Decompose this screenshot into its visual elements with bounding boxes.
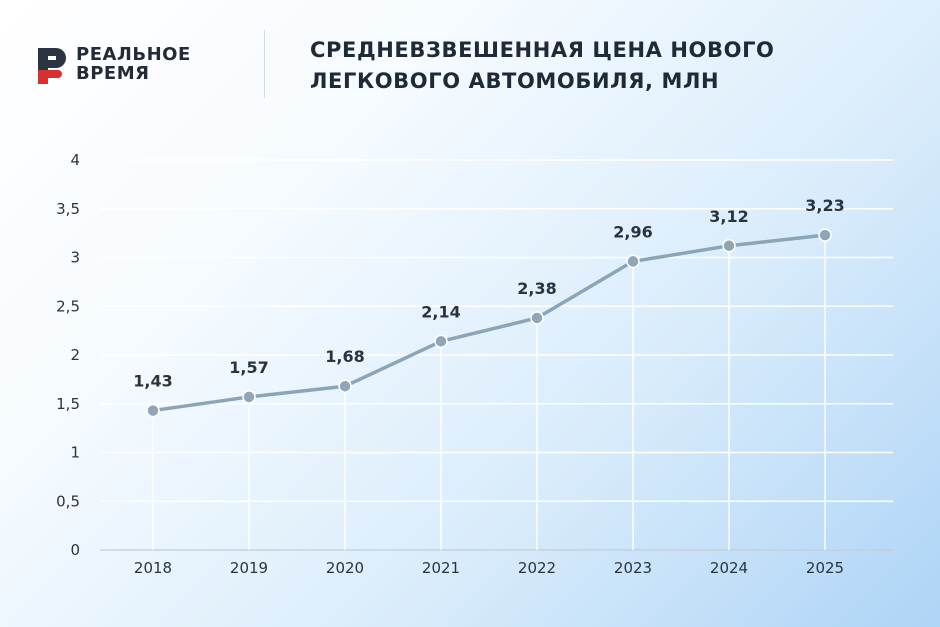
data-label: 2,14	[421, 302, 460, 321]
vertical-guides	[152, 235, 826, 550]
data-point	[146, 403, 160, 418]
x-tick-label: 2023	[614, 559, 652, 577]
data-label: 2,38	[517, 279, 556, 298]
y-tick-label: 1,5	[56, 395, 80, 413]
data-labels: 1,43 1,57 1,68 2,14 2,38 2,96 3,12 3,23	[133, 196, 844, 391]
data-label: 1,68	[325, 347, 364, 366]
x-tick-label: 2020	[326, 559, 364, 577]
axis-labels: 0 0,5 1 1,5 2 2,5 3 3,5 4 2018 2019 2020 2021 2022 202…	[56, 151, 844, 577]
brand-name-line2: ВРЕМЯ	[76, 63, 150, 84]
series-line-group	[151, 233, 827, 413]
data-point	[722, 239, 736, 253]
x-tick-label: 2021	[422, 559, 460, 577]
chart-title: СРЕДНЕВЗВЕШЕННАЯ ЦЕНА НОВОГО ЛЕГКОВОГО А…	[310, 35, 910, 97]
chart-title-line2: ЛЕГКОВОГО АВТОМОБИЛЯ, МЛН	[310, 69, 720, 93]
data-label: 1,43	[133, 372, 172, 391]
brand-logo: РЕАЛЬНОЕ ВРЕМЯ	[36, 46, 216, 86]
data-point	[626, 254, 640, 269]
y-tick-label: 2,5	[56, 297, 80, 315]
data-point	[434, 334, 448, 349]
y-tick-label: 0	[70, 541, 80, 559]
y-tick-label: 2	[70, 346, 80, 364]
data-point	[242, 390, 256, 404]
chart-title-line1: СРЕДНЕВЗВЕШЕННАЯ ЦЕНА НОВОГО	[310, 38, 775, 62]
y-tick-label: 1	[70, 444, 80, 462]
y-tick-label: 3,5	[56, 200, 80, 218]
x-tick-label: 2024	[710, 559, 748, 577]
brand-name: РЕАЛЬНОЕ ВРЕМЯ	[76, 46, 191, 84]
y-tick-label: 0,5	[56, 492, 80, 510]
x-tick-label: 2019	[230, 559, 268, 577]
grid-lines	[100, 159, 893, 551]
data-point	[338, 379, 352, 393]
data-label: 1,57	[229, 358, 268, 377]
x-tick-label: 2022	[518, 559, 556, 577]
x-tick-label: 2018	[134, 559, 172, 577]
y-tick-label: 4	[70, 151, 80, 169]
brand-logo-icon	[38, 48, 66, 84]
data-label: 2,96	[613, 222, 652, 241]
series-line	[151, 233, 827, 413]
data-points	[146, 228, 832, 418]
data-label: 3,23	[805, 196, 844, 215]
y-tick-label: 3	[70, 249, 80, 267]
data-label: 3,12	[709, 207, 748, 226]
header-divider	[264, 30, 265, 98]
data-point	[818, 228, 832, 242]
data-point	[530, 311, 544, 325]
x-tick-label: 2025	[806, 559, 844, 577]
brand-name-line1: РЕАЛЬНОЕ	[76, 44, 191, 65]
